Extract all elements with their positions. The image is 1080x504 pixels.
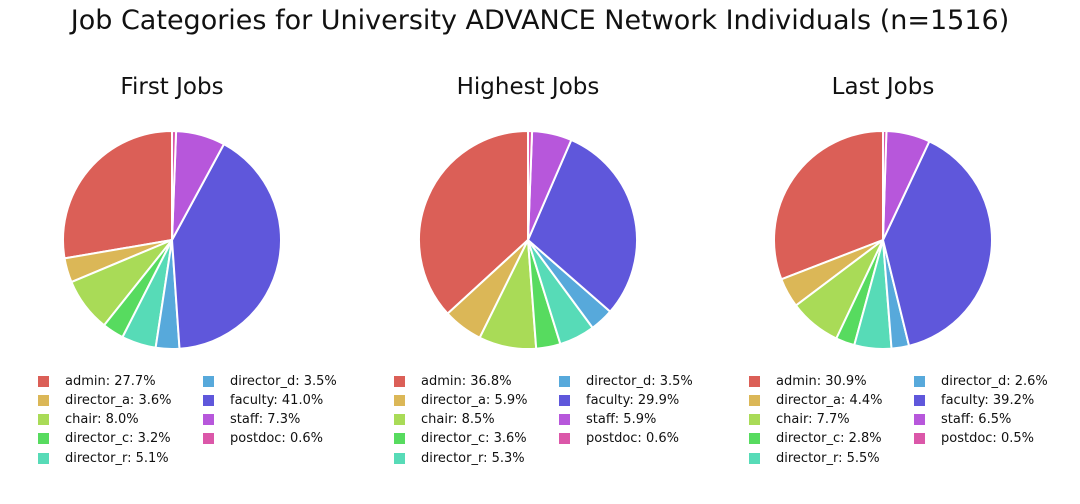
legend-label: faculty: 41.0% — [230, 392, 324, 408]
legend-label: director_d: 3.5% — [230, 373, 337, 389]
legend-swatch — [914, 394, 925, 406]
legend-item-first-jobs-postdoc: postdoc: 0.6% — [203, 430, 323, 448]
legend-item-first-jobs-faculty: faculty: 41.0% — [203, 391, 323, 409]
legend-swatch — [203, 375, 214, 387]
legend-item-last-jobs-director_c: director_c: 2.8% — [749, 430, 882, 448]
legend-item-highest-jobs-director_r: director_r: 5.3% — [394, 449, 525, 467]
legend-item-highest-jobs-chair: chair: 8.5% — [394, 411, 495, 429]
legend-item-last-jobs-staff: staff: 6.5% — [914, 411, 1011, 429]
legend-swatch — [394, 414, 405, 426]
legend-item-first-jobs-director_c: director_c: 3.2% — [38, 430, 171, 448]
legend-label: director_r: 5.3% — [421, 450, 525, 466]
legend-swatch — [203, 433, 214, 445]
legend-swatch — [394, 452, 405, 464]
pie-slice-first-jobs-postdoc — [171, 130, 178, 241]
legend-swatch — [394, 433, 405, 445]
legend-label: postdoc: 0.5% — [941, 431, 1034, 447]
legend-swatch — [203, 394, 214, 406]
legend-label: director_r: 5.5% — [776, 450, 880, 466]
legend-label: director_c: 3.2% — [65, 431, 171, 447]
legend-label: faculty: 29.9% — [586, 392, 680, 408]
legend-swatch — [559, 414, 570, 426]
legend-swatch — [749, 452, 760, 464]
legend-label: staff: 5.9% — [586, 412, 657, 428]
legend-swatch — [394, 394, 405, 406]
pie-slice-last-jobs-postdoc — [882, 129, 888, 241]
legend-label: director_r: 5.1% — [65, 450, 169, 466]
legend-swatch — [914, 414, 925, 426]
legend-item-highest-jobs-director_d: director_d: 3.5% — [559, 372, 693, 390]
legend-item-first-jobs-admin: admin: 27.7% — [38, 372, 156, 390]
legend-item-highest-jobs-faculty: faculty: 29.9% — [559, 391, 679, 409]
legend-swatch — [749, 394, 760, 406]
legend-swatch — [203, 414, 214, 426]
legend-item-last-jobs-director_r: director_r: 5.5% — [749, 449, 880, 467]
legend-label: admin: 27.7% — [65, 373, 156, 389]
legend-swatch — [38, 375, 49, 387]
legend-item-highest-jobs-director_c: director_c: 3.6% — [394, 430, 527, 448]
legend-label: director_a: 4.4% — [776, 392, 883, 408]
legend-swatch — [38, 452, 49, 464]
legend-item-first-jobs-director_r: director_r: 5.1% — [38, 449, 169, 467]
legend-label: faculty: 39.2% — [941, 392, 1035, 408]
legend-item-last-jobs-admin: admin: 30.9% — [749, 372, 867, 390]
legend-item-last-jobs-director_d: director_d: 2.6% — [914, 372, 1048, 390]
legend-item-highest-jobs-postdoc: postdoc: 0.6% — [559, 430, 679, 448]
legend-item-first-jobs-staff: staff: 7.3% — [203, 411, 300, 429]
legend-swatch — [749, 414, 760, 426]
legend-label: director_a: 5.9% — [421, 392, 528, 408]
pie-slice-last-jobs-admin — [773, 130, 884, 281]
legend-swatch — [559, 433, 570, 445]
legend-item-first-jobs-chair: chair: 8.0% — [38, 411, 139, 429]
legend-swatch — [38, 414, 49, 426]
legend-swatch — [559, 394, 570, 406]
legend-label: admin: 30.9% — [776, 373, 867, 389]
legend-label: postdoc: 0.6% — [230, 431, 323, 447]
pie-slice-first-jobs-admin — [62, 130, 173, 260]
legend-swatch — [394, 375, 405, 387]
panel-title-highest-jobs: Highest Jobs — [456, 74, 600, 100]
legend-item-highest-jobs-staff: staff: 5.9% — [559, 411, 656, 429]
panel-title-last-jobs: Last Jobs — [831, 74, 935, 100]
legend-label: director_c: 2.8% — [776, 431, 882, 447]
legend-label: postdoc: 0.6% — [586, 431, 679, 447]
legend-swatch — [749, 375, 760, 387]
pie-slice-highest-jobs-faculty — [527, 138, 638, 313]
legend-item-first-jobs-director_d: director_d: 3.5% — [203, 372, 337, 390]
pie-slice-first-jobs-faculty — [171, 143, 282, 350]
legend-label: chair: 8.5% — [421, 412, 495, 428]
legend-label: staff: 7.3% — [230, 412, 301, 428]
legend-label: director_d: 3.5% — [586, 373, 693, 389]
legend-label: chair: 8.0% — [65, 412, 139, 428]
pie-slice-highest-jobs-admin — [418, 130, 529, 315]
panel-title-first-jobs: First Jobs — [120, 74, 224, 100]
legend-item-highest-jobs-director_a: director_a: 5.9% — [394, 391, 527, 409]
legend-label: admin: 36.8% — [421, 373, 512, 389]
figure-title: Job Categories for University ADVANCE Ne… — [70, 5, 1010, 36]
legend-swatch — [559, 375, 570, 387]
pie-slice-highest-jobs-postdoc — [527, 130, 534, 241]
legend-item-last-jobs-chair: chair: 7.7% — [749, 411, 850, 429]
legend-item-highest-jobs-admin: admin: 36.8% — [394, 372, 512, 390]
legend-label: director_a: 3.6% — [65, 392, 172, 408]
legend-swatch — [914, 433, 925, 445]
legend-label: director_d: 2.6% — [941, 373, 1048, 389]
legend-item-last-jobs-director_a: director_a: 4.4% — [749, 391, 882, 409]
legend-swatch — [38, 433, 49, 445]
pie-slice-last-jobs-faculty — [882, 140, 993, 347]
legend-label: staff: 6.5% — [941, 412, 1012, 428]
legend-swatch — [749, 433, 760, 445]
legend-item-last-jobs-postdoc: postdoc: 0.5% — [914, 430, 1034, 448]
legend-label: director_c: 3.6% — [421, 431, 527, 447]
legend-swatch — [38, 394, 49, 406]
legend-swatch — [914, 375, 925, 387]
legend-item-last-jobs-faculty: faculty: 39.2% — [914, 391, 1034, 409]
legend-label: chair: 7.7% — [776, 412, 850, 428]
legend-item-first-jobs-director_a: director_a: 3.6% — [38, 391, 171, 409]
